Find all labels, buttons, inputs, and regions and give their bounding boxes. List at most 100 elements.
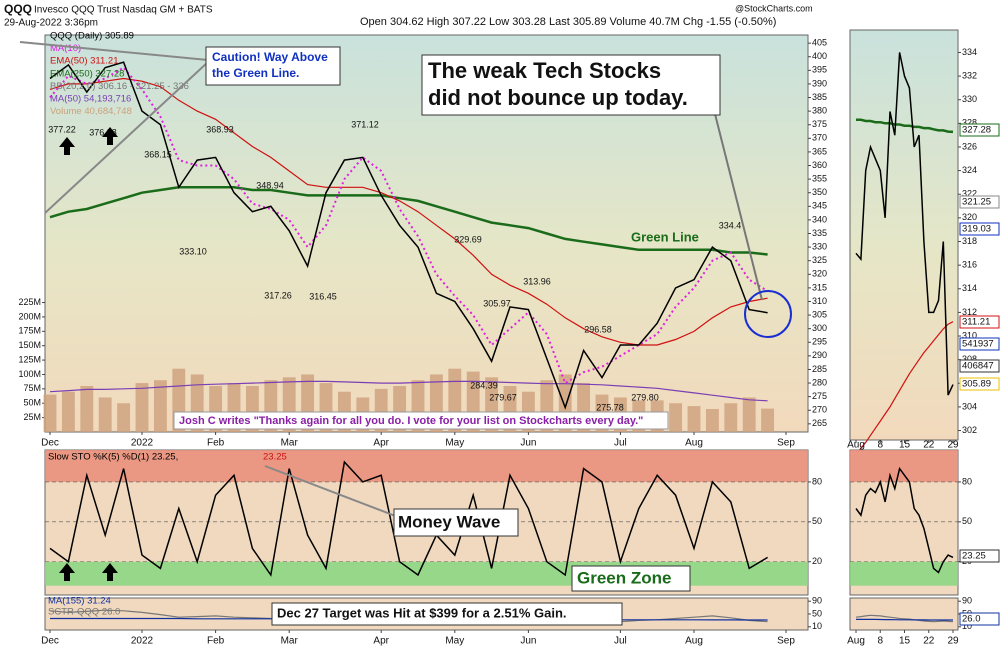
zone	[850, 561, 958, 586]
arrow	[59, 137, 75, 155]
price-label: 279.67	[489, 392, 517, 402]
pointer	[19, 41, 209, 61]
y-tick-label: 318	[962, 236, 977, 246]
y2-tick-label: 200M	[18, 311, 41, 321]
series-line	[855, 321, 954, 455]
callout-box	[205, 46, 341, 86]
y-tick-label: 320	[812, 269, 827, 279]
volume-bar	[724, 403, 738, 432]
y-tick-label: 360	[812, 160, 827, 170]
series-line	[49, 77, 768, 346]
arrow	[102, 127, 118, 145]
value-tag-bg	[959, 359, 1000, 373]
y-tick-label: 300	[812, 323, 827, 333]
volume-bar	[61, 391, 75, 432]
x-tick-label: Aug	[685, 438, 703, 449]
value-tag: 26.0	[962, 614, 981, 625]
legend-entry: BB(20,2.0) 306.16 - 321.25 - 336	[50, 81, 189, 92]
panel-bg	[849, 29, 959, 441]
arrow	[102, 563, 118, 581]
legend-entry: EMA(50) 311.21	[50, 56, 118, 67]
value-tag-bg	[959, 337, 1000, 351]
y-tick-label: 80	[962, 476, 972, 486]
price-label: 316.45	[309, 291, 337, 301]
volume-bar	[117, 403, 131, 432]
overlays: Caution! Way Above the Green Line. The w…	[19, 41, 792, 626]
x-tick-label: Mar	[281, 438, 299, 449]
x-tick-label: Jun	[520, 438, 536, 449]
legend-entry: SCTR-QQQ 26.0	[48, 607, 120, 618]
plot: 265 270 275 280 285 290 295 300 305 310 315 320 325 3…	[18, 29, 1000, 647]
series-line	[49, 380, 768, 402]
legend-entry: Slow STO %K(5) %D(1) 23.25,	[48, 452, 178, 463]
y-tick-label: 320	[962, 212, 977, 222]
y2-tick-label: 25M	[23, 412, 41, 422]
value-tag-bg	[959, 222, 1000, 236]
value-tag: 319.03	[962, 224, 991, 235]
series-line	[49, 66, 769, 385]
y-tick-label: 90	[812, 596, 822, 606]
arrow	[59, 563, 75, 581]
zone	[850, 450, 958, 482]
y-tick-label: 290	[812, 350, 827, 360]
y-tick-label: 302	[962, 425, 977, 435]
pointer	[264, 465, 399, 518]
value-tag: 321.25	[962, 197, 991, 208]
y2-tick-label: 150M	[18, 340, 41, 350]
panel-bg	[849, 597, 959, 631]
volume-bar	[153, 380, 167, 432]
y-tick-label: 334	[962, 47, 977, 57]
callout-text: Green Zone	[577, 568, 671, 587]
value-tag: 541937	[962, 339, 994, 350]
y-tick-label: 265	[812, 418, 827, 428]
y-tick-label: 395	[812, 65, 827, 75]
value-tag: 406847	[962, 361, 994, 372]
y-tick-label: 305	[812, 309, 827, 319]
y-tick-label: 400	[812, 51, 827, 61]
security-name: Invesco QQQ Trust Nasdaq GM + BATS	[34, 5, 213, 16]
x-tick-label: May	[445, 438, 464, 449]
value-tag-bg	[959, 195, 1000, 209]
y2-tick-label: 125M	[18, 354, 41, 364]
volume-bar	[705, 408, 719, 432]
y-tick-label: 350	[812, 187, 827, 197]
volume-bar	[98, 397, 112, 432]
y-tick-label: 355	[812, 173, 827, 183]
value-tag: 327.28	[962, 125, 991, 136]
series-line	[49, 186, 768, 256]
y2-tick-label: 225M	[18, 297, 41, 307]
y-tick-label: 332	[962, 70, 977, 80]
x-tick-label: 8	[877, 440, 883, 451]
y-tick-label: 270	[812, 405, 827, 415]
x-tick-label: 15	[899, 440, 911, 451]
y-tick-label: 285	[812, 364, 827, 374]
volume-bar	[742, 397, 756, 432]
price-label: 377.22	[48, 124, 76, 134]
legend-entry: EMA(250) 327.28	[50, 68, 124, 79]
volume-bar	[135, 383, 149, 432]
y-tick-label: 390	[812, 78, 827, 88]
datetime: 29-Aug-2022 3:36pm	[4, 18, 98, 29]
y-tick-label: 375	[812, 119, 827, 129]
y-tick-label: 90	[962, 596, 972, 606]
callout-box	[571, 565, 691, 592]
y-tick-label: 315	[812, 282, 827, 292]
value-tag-bg	[959, 123, 1000, 137]
volume-bar	[43, 394, 57, 432]
value-tag-bg	[959, 377, 1000, 391]
zone	[45, 450, 808, 482]
y-tick-label: 20	[812, 556, 822, 566]
y-tick-label: 322	[962, 189, 977, 199]
price-label: 284.39	[470, 380, 498, 390]
y-tick-label: 80	[812, 476, 822, 486]
value-tag-bg	[959, 549, 1000, 563]
price-label: 371.12	[351, 119, 379, 129]
volume-bar	[669, 403, 683, 432]
legend-entry: QQQ (Daily) 305.89	[50, 31, 134, 42]
y-tick-label: 330	[962, 94, 977, 104]
y-tick-label: 310	[812, 296, 827, 306]
volume-bar	[80, 385, 94, 432]
price-label: 329.69	[454, 234, 482, 244]
x-tick-label: 29	[947, 636, 959, 647]
